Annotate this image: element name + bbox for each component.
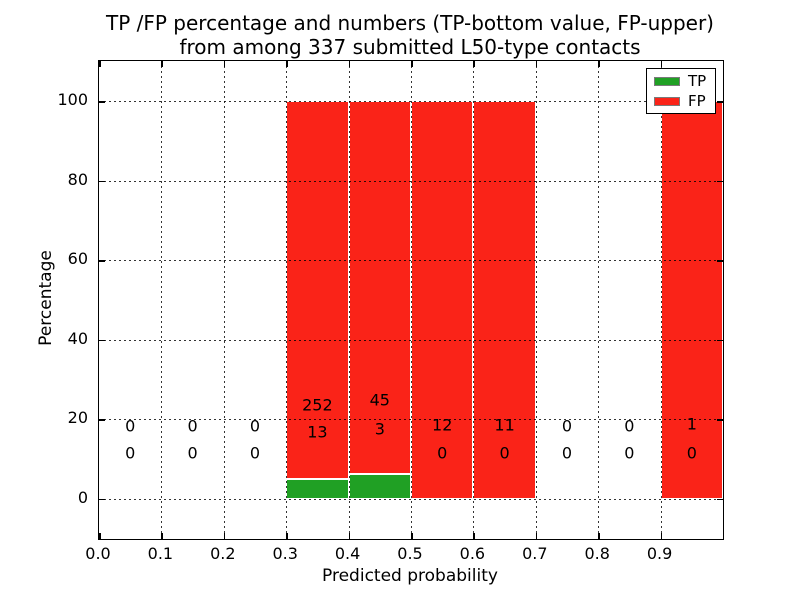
x-tick-mark (223, 533, 226, 539)
tp-count-label: 0 (437, 443, 448, 463)
x-gridline (348, 61, 350, 539)
plot-area: 0 0 0 0 0 0 252 13 45 3 12 0 11 0 0 0 0 0 1 0 (98, 60, 724, 540)
legend-entry-fp: FP (654, 93, 708, 109)
x-gridline (535, 61, 537, 539)
fp-count-label: 252 (302, 395, 333, 415)
tp-bar (348, 473, 411, 499)
x-tick-mark (411, 61, 413, 67)
fp-count-label: 0 (561, 416, 573, 436)
legend-label-tp: TP (688, 71, 707, 90)
y-tick-label: 80 (67, 169, 88, 189)
x-tick-mark (598, 533, 600, 539)
x-gridline (598, 61, 600, 539)
x-gridline (473, 61, 475, 539)
x-tick-label: 0.7 (522, 544, 548, 563)
x-tick-mark (411, 533, 413, 539)
y-tick-mark (99, 260, 105, 262)
tp-count-label: 0 (249, 443, 261, 463)
x-tick-mark (286, 61, 288, 67)
chart-title-line-1: TP /FP percentage and numbers (TP-bottom… (106, 11, 714, 35)
tp-swatch-icon (654, 76, 680, 86)
tp-count-label: 0 (561, 443, 573, 463)
fp-bar (348, 101, 411, 474)
x-tick-label: 0.9 (646, 544, 673, 563)
tp-count-label: 0 (125, 443, 136, 463)
x-tick-label: 0.8 (584, 544, 610, 563)
fp-count-label: 0 (249, 416, 261, 436)
x-tick-mark (99, 61, 101, 67)
y-tick-mark (99, 498, 105, 500)
chart-title-line-2: from among 337 submitted L50-type contac… (179, 35, 641, 59)
chart-title: TP /FP percentage and numbers (TP-bottom… (98, 11, 722, 59)
x-gridline (411, 61, 412, 539)
y-tick-mark (717, 419, 723, 421)
tp-count-label: 13 (307, 422, 328, 442)
fp-count-label: 11 (494, 415, 515, 435)
x-tick-label: 0.0 (85, 544, 111, 563)
tp-bar (286, 478, 349, 499)
y-tick-mark (717, 101, 723, 103)
x-tick-label: 0.5 (397, 544, 423, 563)
x-tick-mark (660, 61, 663, 67)
x-tick-mark (535, 61, 538, 67)
x-tick-mark (223, 61, 226, 67)
x-tick-mark (161, 61, 163, 67)
x-gridline (223, 61, 225, 539)
x-tick-mark (473, 61, 475, 67)
y-tick-label: 0 (77, 487, 88, 507)
x-tick-label: 0.2 (210, 544, 236, 563)
fp-bar (473, 101, 536, 499)
x-tick-label: 0.1 (147, 544, 174, 563)
y-tick-mark (99, 339, 105, 341)
x-tick-mark (161, 533, 163, 539)
y-tick-mark (99, 101, 105, 103)
fp-swatch-icon (654, 96, 680, 106)
x-tick-label: 0.3 (272, 544, 298, 563)
x-tick-mark (535, 533, 538, 539)
tp-count-label: 3 (374, 419, 385, 439)
fp-count-label: 0 (187, 416, 198, 436)
y-tick-mark (717, 498, 723, 500)
x-tick-mark (348, 61, 351, 67)
x-tick-mark (473, 533, 475, 539)
x-tick-label: 0.6 (459, 544, 486, 563)
y-tick-label: 60 (67, 249, 88, 268)
y-tick-label: 20 (67, 408, 88, 427)
legend-entry-tp: TP (654, 73, 708, 89)
fp-count-label: 12 (432, 415, 453, 435)
y-tick-mark (717, 260, 723, 262)
x-tick-mark (348, 533, 351, 539)
fp-count-label: 1 (686, 414, 697, 434)
y-tick-mark (99, 180, 105, 182)
y-tick-mark (717, 180, 723, 182)
fp-bar (411, 101, 474, 499)
fp-count-label: 0 (624, 416, 635, 436)
x-gridline (286, 61, 288, 539)
fp-bar (660, 101, 723, 499)
tp-count-label: 0 (624, 443, 635, 463)
x-tick-label: 0.4 (334, 544, 361, 563)
legend: TP FP (646, 68, 716, 114)
y-tick-label: 40 (67, 328, 88, 348)
tp-count-label: 0 (686, 443, 697, 463)
fp-count-label: 0 (125, 416, 136, 436)
fp-count-label: 45 (369, 390, 390, 410)
tp-count-label: 0 (187, 443, 198, 463)
x-axis-label: Predicted probability (322, 566, 498, 586)
y-tick-label: 100 (57, 90, 88, 109)
x-gridline (660, 61, 662, 539)
legend-label-fp: FP (688, 91, 706, 110)
x-gridline (161, 61, 163, 539)
tp-count-label: 0 (499, 443, 510, 463)
x-tick-mark (660, 533, 663, 539)
y-tick-mark (99, 419, 105, 421)
x-tick-mark (598, 61, 600, 67)
x-tick-mark (286, 533, 288, 539)
y-tick-mark (717, 339, 723, 341)
x-tick-mark (99, 533, 101, 539)
